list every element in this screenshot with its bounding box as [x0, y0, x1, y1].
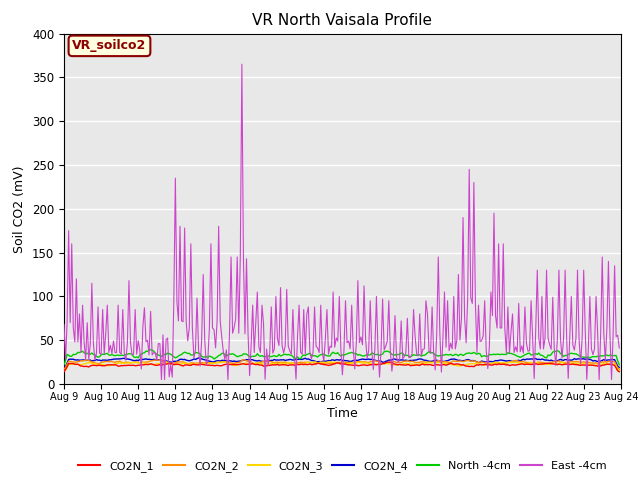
X-axis label: Time: Time: [327, 407, 358, 420]
Legend: CO2N_1, CO2N_2, CO2N_3, CO2N_4, North -4cm, East -4cm: CO2N_1, CO2N_2, CO2N_3, CO2N_4, North -4…: [74, 457, 611, 477]
Text: VR_soilco2: VR_soilco2: [72, 39, 147, 52]
Y-axis label: Soil CO2 (mV): Soil CO2 (mV): [13, 165, 26, 252]
Title: VR North Vaisala Profile: VR North Vaisala Profile: [252, 13, 433, 28]
